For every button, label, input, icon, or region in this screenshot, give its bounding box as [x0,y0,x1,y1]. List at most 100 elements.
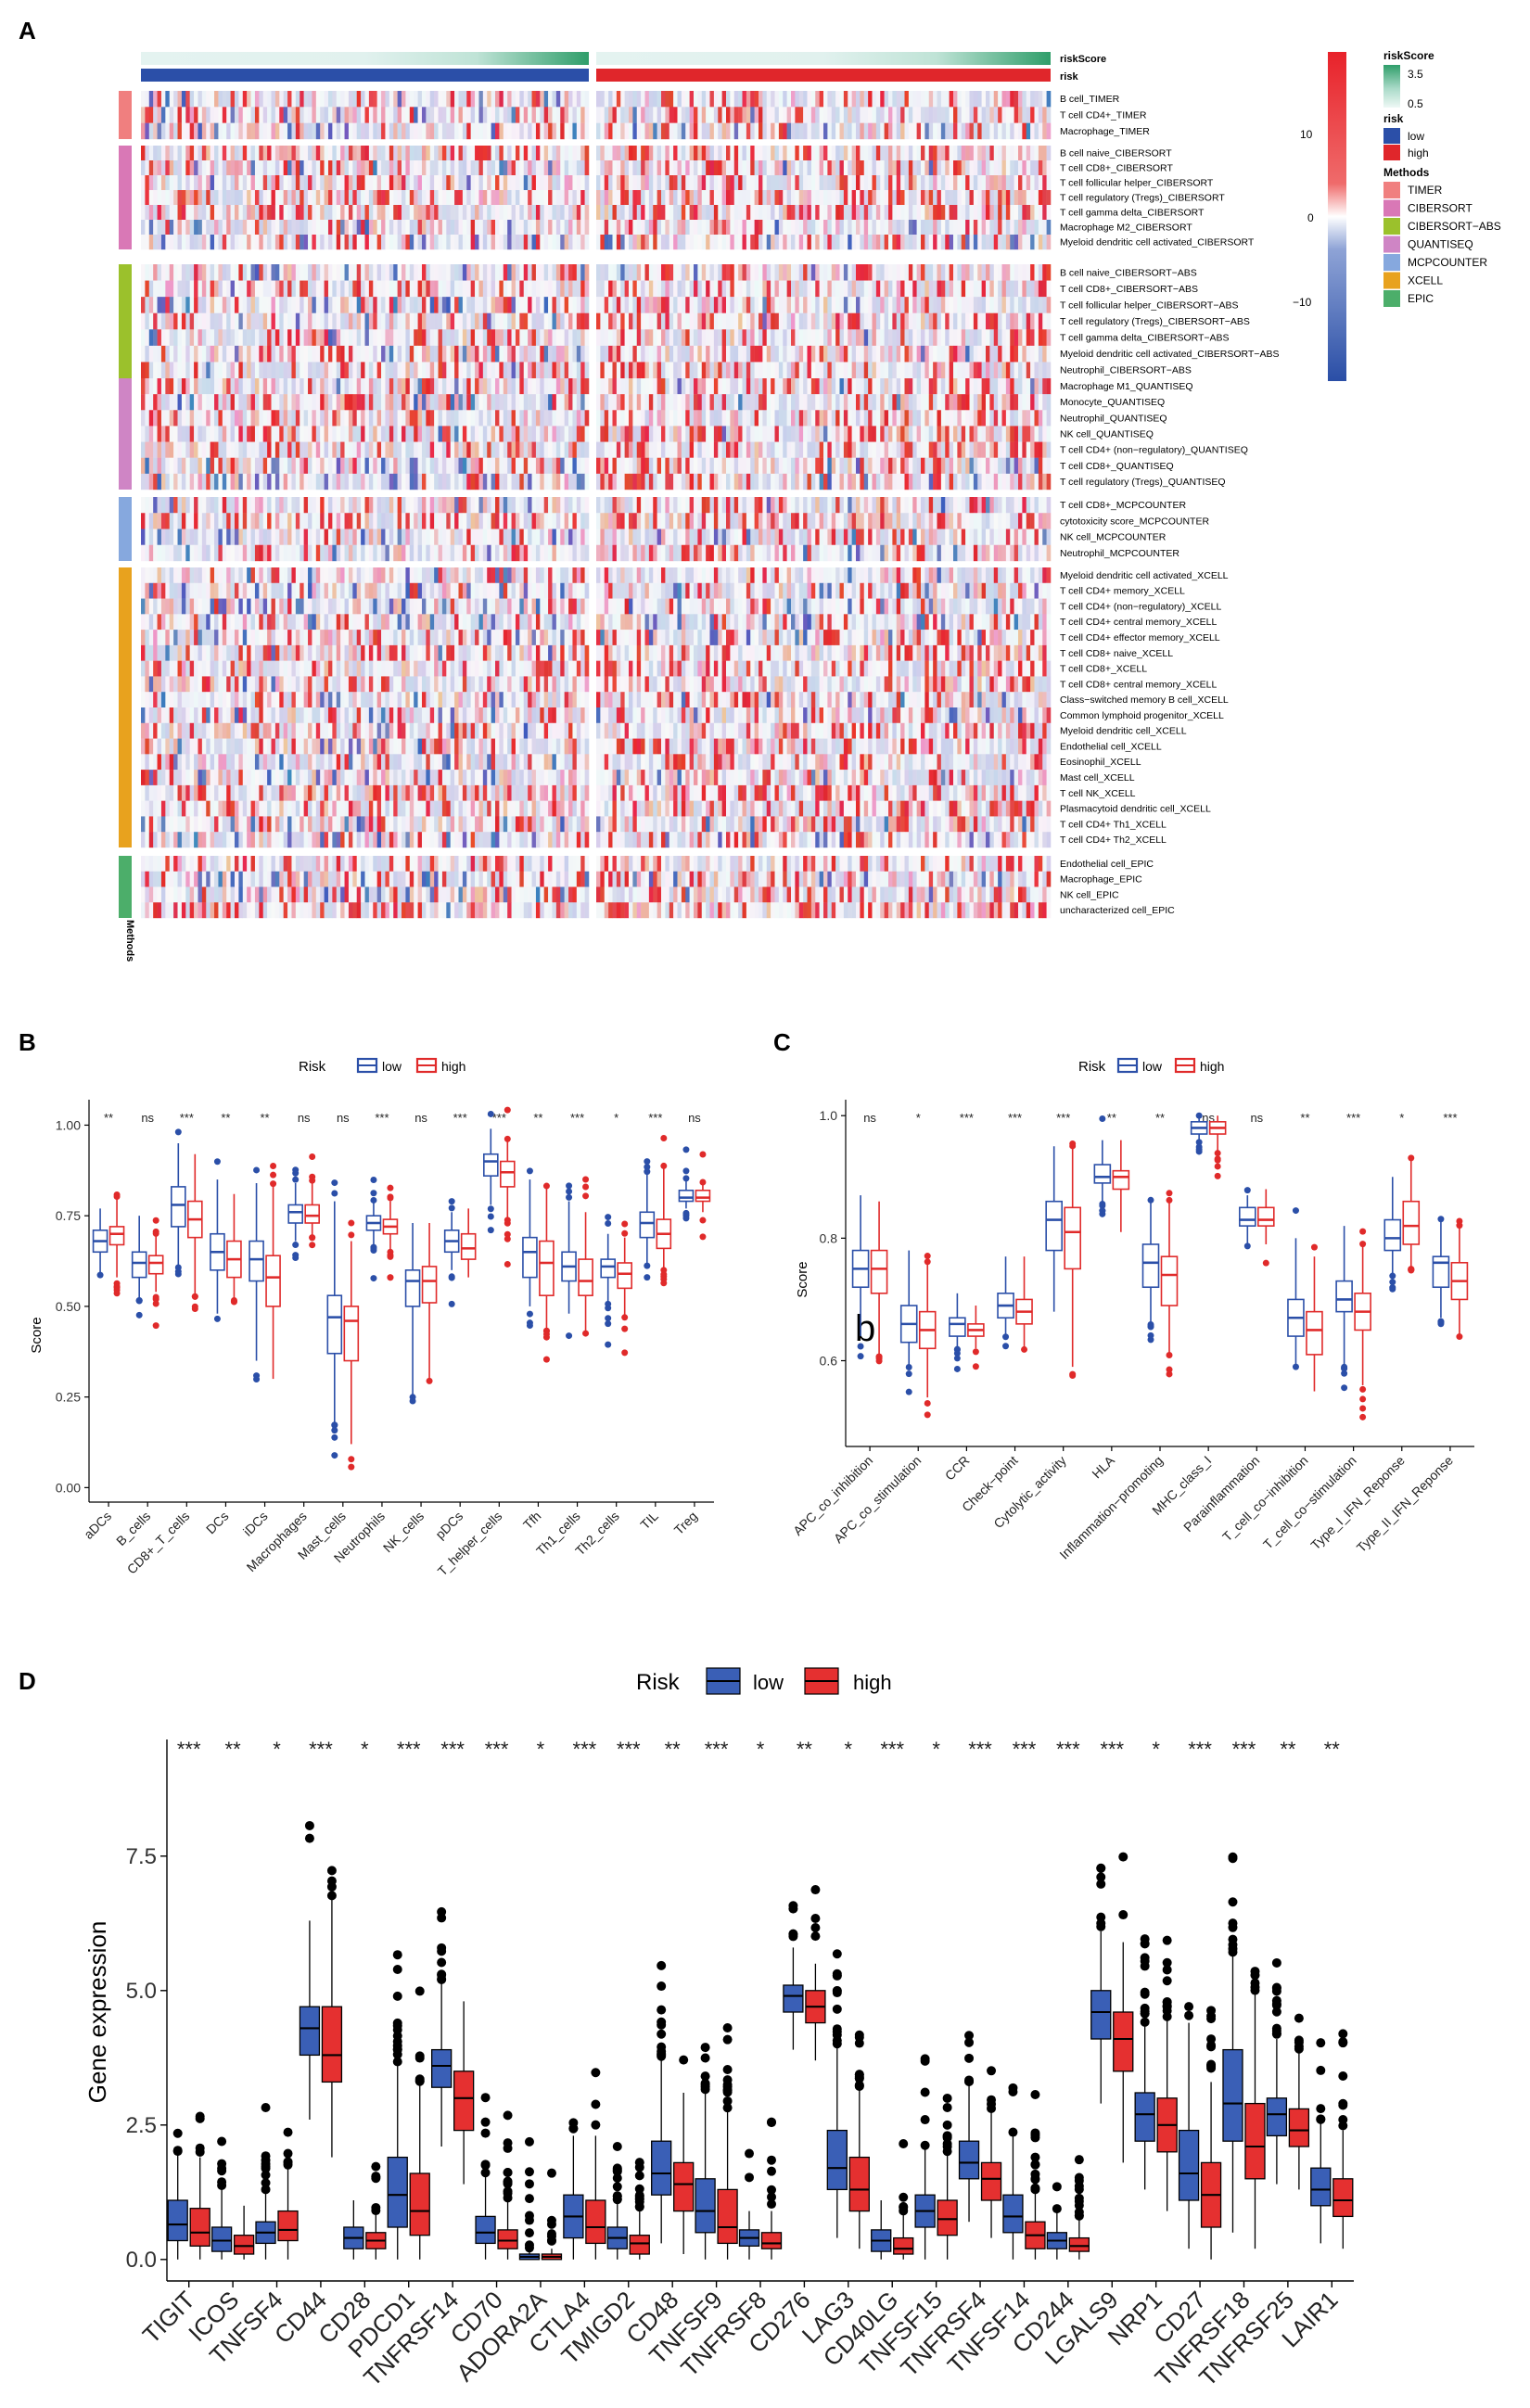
heatmap-cell [921,107,925,123]
heatmap-cell [242,441,248,458]
heatmap-cell [254,329,260,347]
heatmap-cell [900,107,905,123]
heatmap-cell [429,175,435,191]
heatmap-cell [993,235,999,250]
heatmap-cell [340,122,345,140]
heatmap-cell [612,235,618,250]
heatmap-cell [875,378,881,395]
heatmap-cell [669,329,674,347]
heatmap-cell [315,329,321,347]
heatmap-cell [1034,394,1039,411]
heatmap-cell [279,394,284,411]
heatmap-cell [564,107,569,123]
heatmap-cell [912,205,917,221]
heatmap-cell [320,235,325,250]
heatmap-cell [528,362,532,379]
heatmap-cell [807,410,812,427]
heatmap-cell [344,264,350,281]
heatmap-cell [507,378,512,395]
heatmap-cell [300,362,304,379]
heatmap-cell [1038,220,1043,236]
heatmap-cell [738,426,743,442]
heatmap-cell [791,160,796,176]
heatmap-cell [993,190,999,206]
heatmap-cell [856,280,861,298]
heatmap-cell [181,235,186,250]
heatmap-cell [750,235,755,250]
heatmap-cell [1046,146,1052,161]
heatmap-cell [348,160,353,176]
heatmap-cell [888,264,893,281]
heatmap-cell [283,146,288,161]
heatmap-row [141,297,1052,313]
heatmap-cell [713,91,719,108]
heatmap-cell [762,146,768,161]
heatmap-cell [222,410,227,427]
heatmap-cell [324,312,329,330]
heatmap-cell [160,457,166,475]
heatmap-cell [771,280,775,298]
heatmap-cell [738,280,743,298]
heatmap-cell [531,312,537,330]
heatmap-cell [141,220,146,236]
heatmap-cell [222,378,227,395]
heatmap-cell [892,220,898,236]
heatmap-cell [697,378,703,395]
heatmap-cell [839,345,845,363]
heatmap-cell [405,329,411,347]
heatmap-cell [523,410,529,427]
heatmap-cell [726,378,731,395]
heatmap-cell [783,190,787,206]
heatmap-cell [364,426,370,442]
heatmap-cell [612,378,618,395]
heatmap-cell [169,362,174,379]
heatmap-cell [754,280,759,298]
heatmap-cell [701,410,707,427]
heatmap-cell [851,378,857,395]
heatmap-cell [961,175,966,191]
heatmap-cell [198,426,203,442]
heatmap-cell [385,280,390,298]
heatmap-cell [198,235,203,250]
heatmap-cell [706,160,710,176]
heatmap-cell [402,190,406,206]
heatmap-cell [543,410,549,427]
heatmap-cell [210,175,215,191]
heatmap-cell [993,280,999,298]
heatmap-cell [148,297,154,313]
heatmap-cell [778,441,784,458]
heatmap-cell [608,426,613,442]
heatmap-cell [450,146,455,161]
heatmap-cell [441,122,447,140]
heatmap-cell [673,378,678,395]
heatmap-cell [234,378,239,395]
heatmap-cell [560,175,565,191]
heatmap-cell [786,441,792,458]
heatmap-cell [880,394,885,411]
heatmap-cell [998,329,1002,347]
heatmap-cell [206,146,210,161]
heatmap-cell [295,345,300,363]
heatmap-cell [949,146,954,161]
heatmap-cell [839,146,845,161]
heatmap-cell [677,441,682,458]
heatmap-cell [560,345,565,363]
heatmap-cell [815,280,820,298]
heatmap-cell [738,410,743,427]
heatmap-cell [616,394,621,411]
heatmap-cell [576,362,581,379]
heatmap-cell [300,280,304,298]
heatmap-cell [548,426,553,442]
heatmap-cell [340,264,345,281]
heatmap-cell [466,91,471,108]
heatmap-cell [511,297,516,313]
heatmap-cell [568,329,573,347]
heatmap-cell [402,122,406,140]
heatmap-cell [210,91,215,108]
heatmap-cell [368,441,374,458]
heatmap-cell [924,312,930,330]
heatmap-cell [503,280,508,298]
heatmap-cell [185,91,190,108]
heatmap-cell [771,205,775,221]
heatmap-cell [888,146,893,161]
